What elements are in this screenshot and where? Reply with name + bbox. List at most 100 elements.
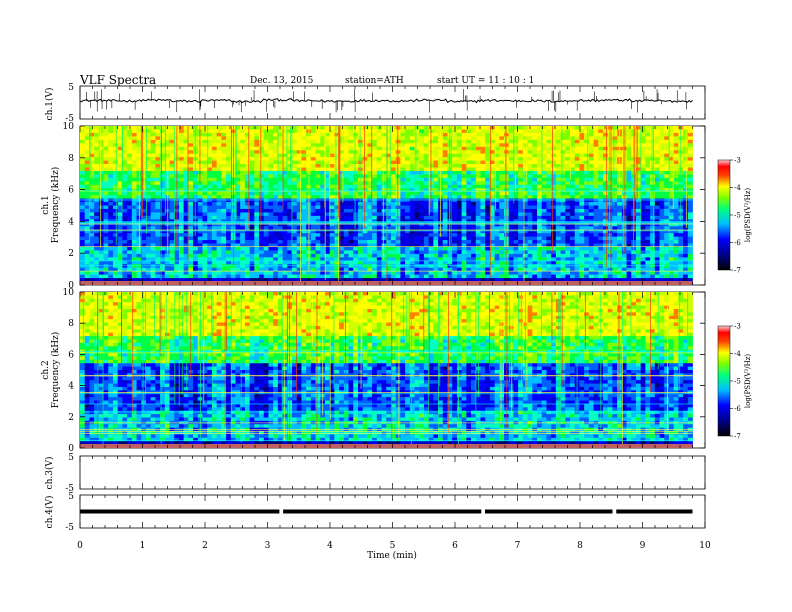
spectrogram-cell bbox=[475, 202, 481, 206]
spectrogram-cell bbox=[221, 198, 227, 203]
spectrogram-cell bbox=[320, 253, 326, 258]
spectrogram-cell bbox=[372, 146, 378, 151]
spectrogram-cell bbox=[108, 253, 114, 258]
spectrogram-cell bbox=[320, 264, 326, 269]
spectrogram-cell bbox=[423, 267, 430, 272]
spectrogram-cell bbox=[263, 229, 269, 234]
spectrogram-cell bbox=[551, 208, 557, 213]
spectrogram-cell bbox=[80, 215, 86, 220]
spectrogram-cell bbox=[541, 195, 547, 199]
spectrogram-cell bbox=[80, 195, 86, 199]
spectrogram-cell bbox=[169, 267, 175, 272]
spectrogram-cell bbox=[513, 184, 519, 189]
spectrogram-cell bbox=[513, 167, 519, 172]
spectrogram-cell bbox=[560, 278, 566, 282]
spectrogram-cell bbox=[221, 226, 227, 231]
spectrogram-cell bbox=[508, 181, 514, 186]
spectrogram-cell bbox=[414, 174, 420, 179]
spectrogram-cell bbox=[508, 188, 514, 193]
spectrogram-cell bbox=[160, 202, 166, 206]
spectrogram-cell bbox=[80, 202, 86, 206]
spectrogram-cell bbox=[334, 236, 340, 241]
spectrogram-cell bbox=[494, 260, 500, 265]
spectrogram-cell bbox=[419, 202, 425, 206]
spectrogram-cell bbox=[442, 271, 448, 276]
spectrogram-cell bbox=[315, 181, 321, 186]
spectrogram-cell bbox=[513, 229, 519, 234]
spectrogram-cell bbox=[348, 222, 354, 227]
spectrogram-cell bbox=[405, 143, 411, 148]
spectrogram-cell bbox=[357, 243, 364, 248]
spectrogram-cell bbox=[211, 253, 218, 258]
spectrogram-cell bbox=[84, 126, 90, 130]
spectrogram-cell bbox=[456, 257, 463, 262]
spectrogram-cell bbox=[433, 143, 439, 148]
spectrogram-cell bbox=[240, 253, 246, 258]
spectrogram-cell bbox=[150, 157, 156, 161]
spectrogram-cell bbox=[381, 184, 387, 189]
spectrogram-cell bbox=[89, 164, 95, 168]
spectrogram-cell bbox=[235, 250, 241, 255]
spectrogram-cell bbox=[221, 278, 227, 282]
spectrogram-cell bbox=[188, 208, 194, 213]
spectrogram-cell bbox=[386, 139, 392, 144]
spectrogram-cell bbox=[263, 240, 269, 244]
spectrogram-cell bbox=[372, 153, 378, 158]
spectrogram-cell bbox=[423, 240, 430, 244]
spectrogram-cell bbox=[499, 243, 505, 248]
spectrogram-cell bbox=[320, 170, 326, 175]
spectrogram-cell bbox=[565, 246, 571, 251]
spectrogram-cell bbox=[527, 243, 533, 248]
spectrogram-cell bbox=[456, 233, 463, 238]
spectrogram-cell bbox=[353, 181, 359, 186]
spectrogram-cell bbox=[565, 170, 571, 175]
spectrogram-cell bbox=[240, 236, 246, 241]
spectrogram-cell bbox=[447, 136, 453, 141]
spectrogram-cell bbox=[296, 170, 302, 175]
spectrogram-cell bbox=[310, 136, 316, 141]
spectrogram-cell bbox=[183, 222, 189, 227]
spectrogram-cell bbox=[145, 243, 152, 248]
spectrogram-cell bbox=[244, 195, 251, 199]
spectrogram-cell bbox=[221, 139, 227, 144]
spectrogram-cell bbox=[508, 198, 514, 203]
spectrogram-cell bbox=[419, 181, 425, 186]
spectrogram-cell bbox=[296, 243, 302, 248]
spectrogram-cell bbox=[268, 240, 274, 244]
spectrogram-cell bbox=[141, 246, 147, 251]
spectrogram-cell bbox=[546, 246, 552, 251]
spectrogram-cell bbox=[518, 146, 524, 151]
spectrogram-cell bbox=[268, 257, 274, 262]
spectrogram-cell bbox=[546, 146, 552, 151]
spectrogram-cell bbox=[405, 229, 411, 234]
spectrogram-cell bbox=[390, 174, 397, 179]
spectrogram-cell bbox=[405, 212, 411, 217]
spectrogram-cell bbox=[372, 170, 378, 175]
spectrogram-cell bbox=[117, 274, 123, 279]
spectrogram-cell bbox=[357, 129, 364, 134]
spectrogram-cell bbox=[296, 229, 302, 234]
spectrogram-cell bbox=[456, 126, 463, 130]
spectrogram-cell bbox=[254, 240, 260, 244]
spectrogram-cell bbox=[574, 236, 580, 241]
spectrogram-cell bbox=[240, 229, 246, 234]
spectrogram-cell bbox=[518, 184, 524, 189]
spectrogram-cell bbox=[315, 271, 321, 276]
spectrogram-cell bbox=[259, 177, 265, 182]
spectrogram-cell bbox=[183, 257, 189, 262]
spectrogram-cell bbox=[277, 174, 283, 179]
spectrogram-cell bbox=[400, 250, 406, 255]
spectrogram-cell bbox=[155, 278, 161, 282]
spectrogram-cell bbox=[508, 208, 514, 213]
spectrogram-cell bbox=[254, 250, 260, 255]
spectrogram-cell bbox=[112, 146, 119, 151]
spectrogram-cell bbox=[329, 181, 335, 186]
spectrogram-cell bbox=[273, 184, 279, 189]
spectrogram-cell bbox=[428, 205, 434, 210]
spectrogram-cell bbox=[386, 160, 392, 165]
spectrogram-cell bbox=[268, 205, 274, 210]
spectrogram-cell bbox=[499, 260, 505, 265]
spectrogram-cell bbox=[216, 174, 222, 179]
spectrogram-cell bbox=[259, 229, 265, 234]
spectrogram-cell bbox=[244, 264, 251, 269]
